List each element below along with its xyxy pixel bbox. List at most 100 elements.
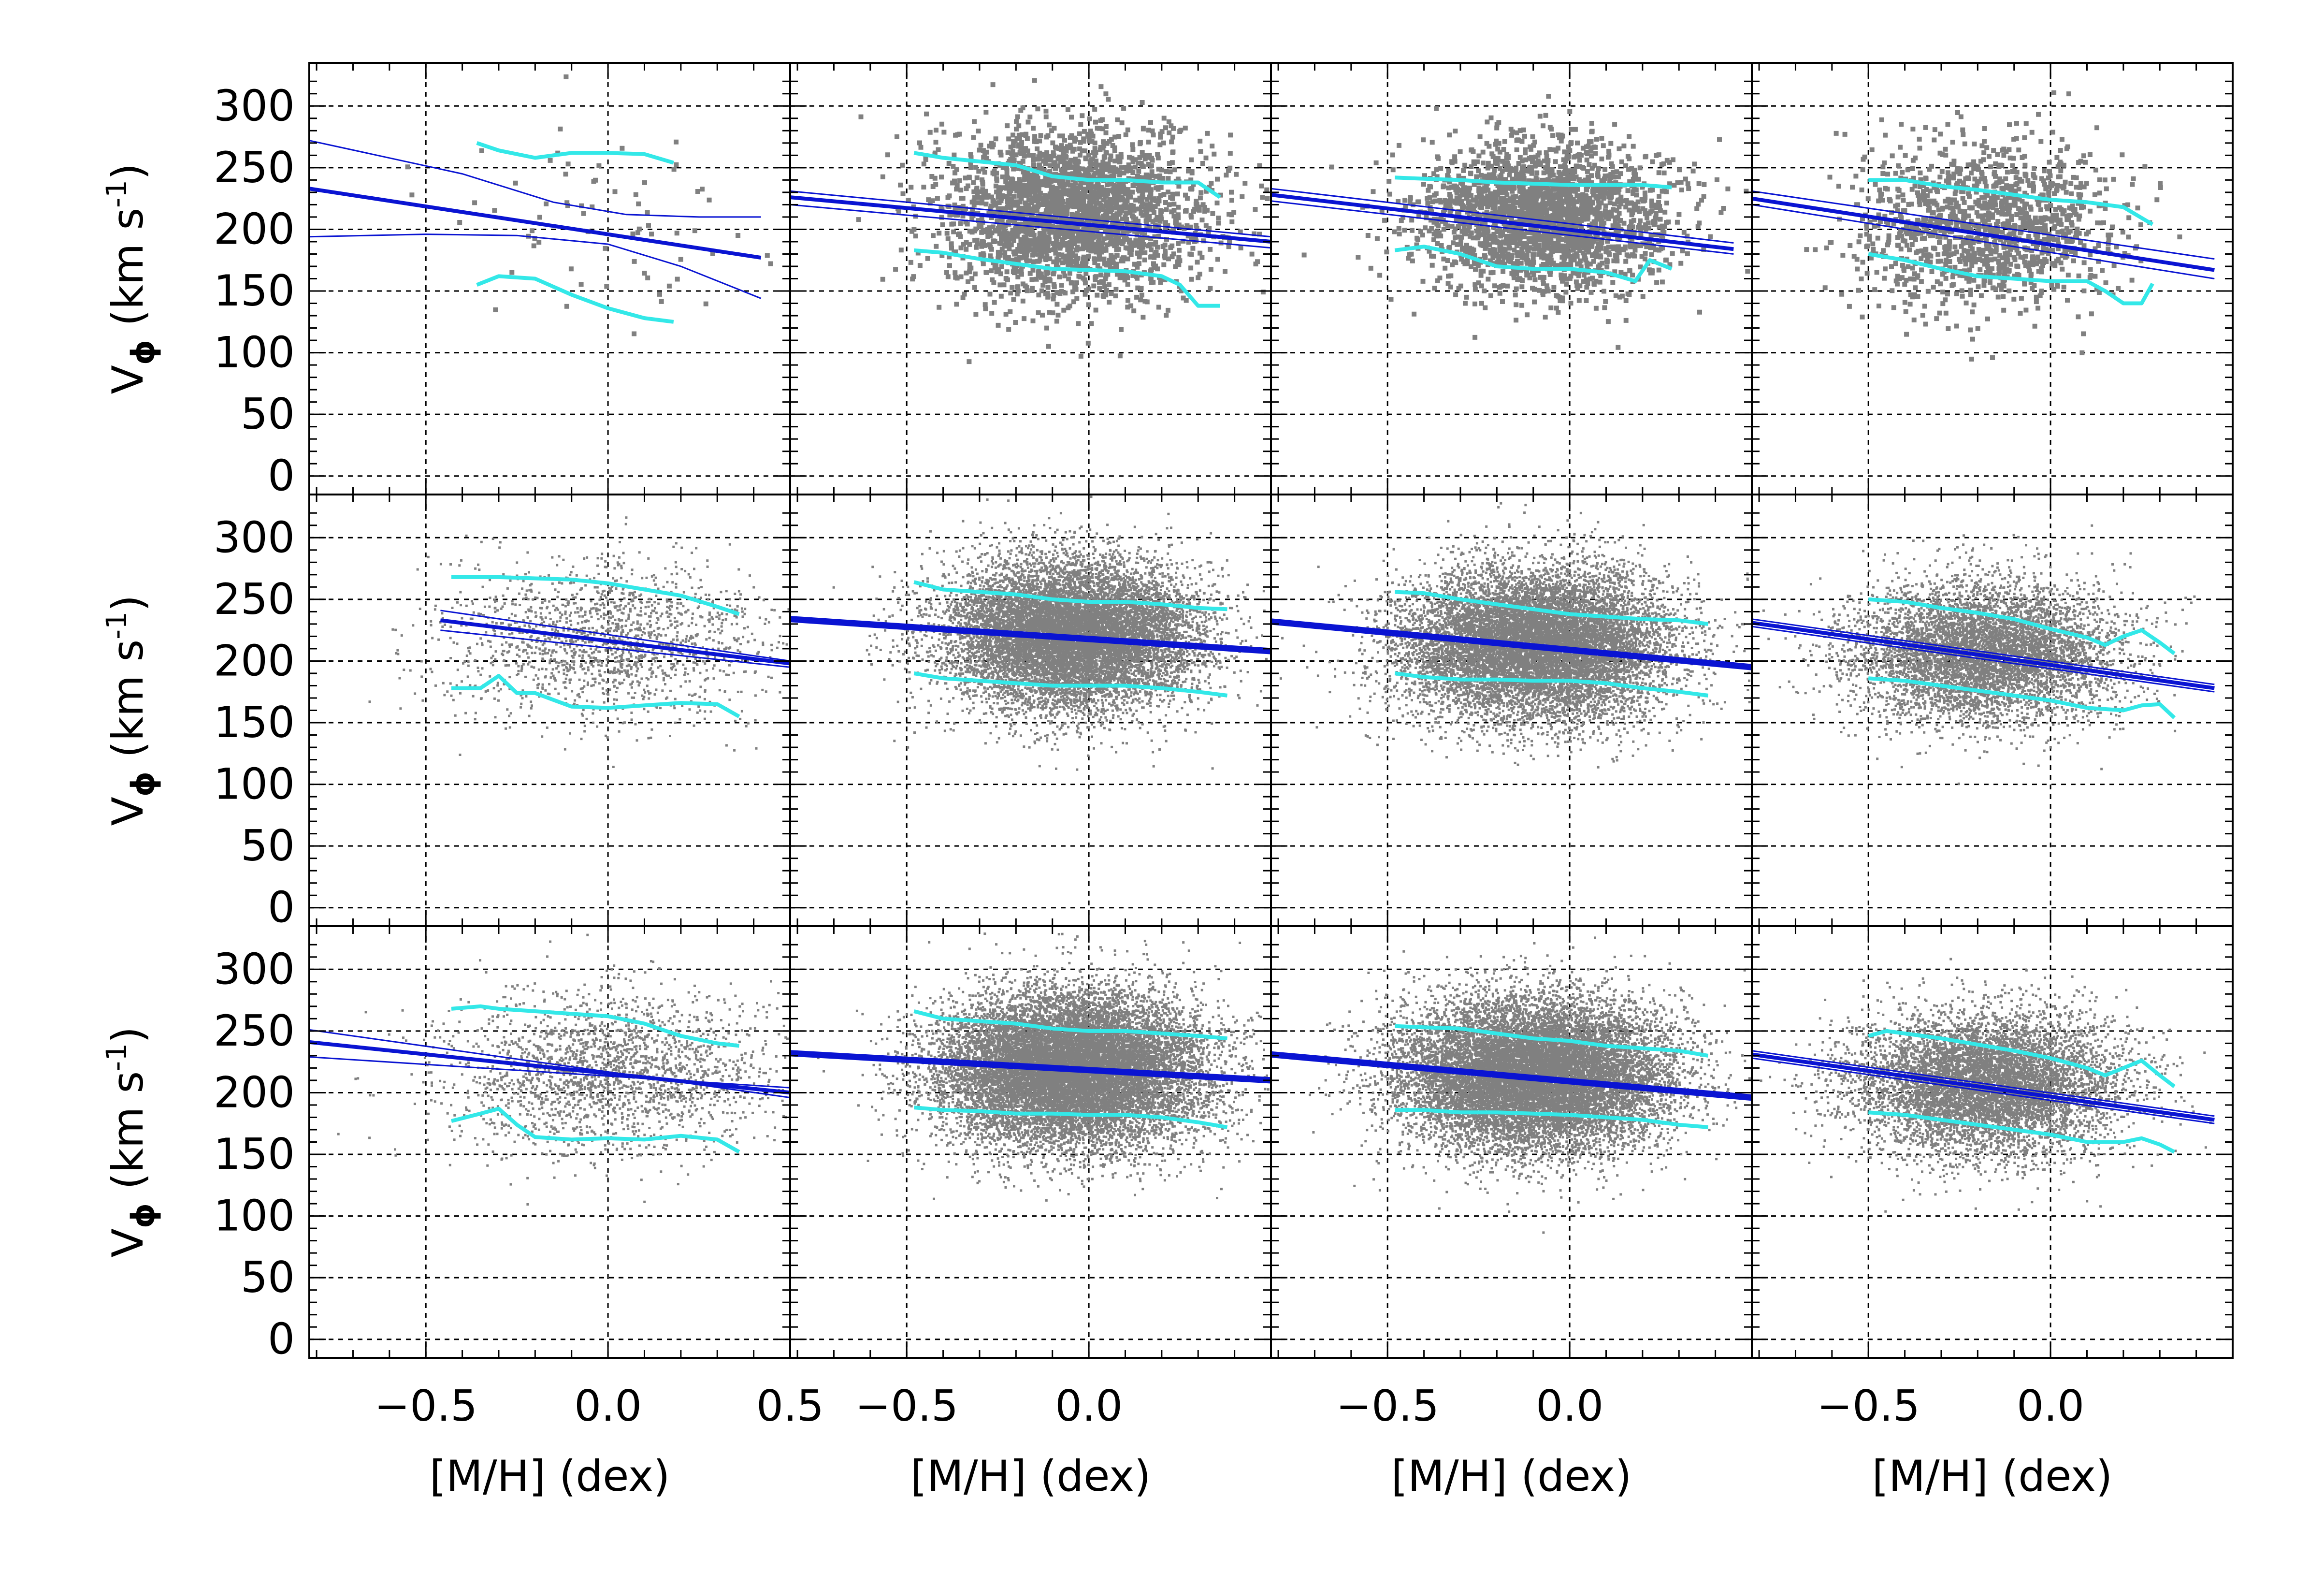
percentile-low-line (1868, 676, 2176, 719)
y-tick-label: 150 (214, 1129, 295, 1179)
percentile-high-line (476, 141, 674, 165)
panel-r2-c2 (1270, 925, 1753, 1359)
percentile-low-line (913, 671, 1228, 698)
panel-grid (1752, 926, 2233, 1358)
percentile-high-line (1868, 597, 2176, 655)
y-tick-label: 200 (214, 204, 295, 254)
y-tick-label: 300 (214, 944, 295, 994)
percentile-high-line (1395, 175, 1672, 189)
percentile-high-line (913, 1009, 1227, 1041)
x-axis-label: [M/H] (dex) (1872, 1451, 2113, 1501)
panel-ticks (309, 63, 791, 495)
panel-grid (790, 926, 1271, 1358)
fit-band-upper-line (1752, 1050, 2215, 1117)
percentile-low-line (1868, 252, 2154, 306)
y-tick-label: 250 (214, 574, 295, 624)
panel-r2-c3 (1751, 925, 2234, 1359)
y-tick-label: 300 (214, 81, 295, 131)
fit-line (1752, 1052, 2215, 1122)
y-axis-label: Vϕ (km s-1) (100, 163, 162, 394)
fit-band-lower-line (1752, 1057, 2215, 1124)
percentile-high-line (1868, 178, 2154, 226)
y-tick-label: 0 (268, 883, 295, 932)
y-tick-label: 0 (268, 1314, 295, 1364)
y-tick-label: 150 (214, 266, 295, 316)
x-axis-label: [M/H] (dex) (1391, 1451, 1632, 1501)
panel-ticks (1752, 63, 2234, 495)
fit-band-upper-line (309, 140, 761, 218)
fit-band-upper-line (790, 190, 1271, 238)
fit-band-lower-line (1752, 626, 2215, 693)
panel-r0-c3 (1751, 62, 2234, 495)
scatter-points (1760, 958, 2212, 1213)
y-tick-label: 200 (214, 636, 295, 685)
fit-band-upper-line (1271, 1051, 1752, 1096)
y-tick-label: 100 (214, 759, 295, 809)
panel-r0-c2 (1270, 62, 1753, 495)
percentile-high-line (451, 575, 740, 616)
x-tick-label: 0.5 (756, 1381, 824, 1431)
scatter-points (1804, 90, 2182, 362)
percentile-high-line (451, 1004, 739, 1048)
percentile-low-line (913, 248, 1220, 308)
fit-band-lower-line (440, 629, 790, 668)
fit-band-lower-line (1271, 623, 1752, 670)
percentile-high-line (1868, 1029, 2176, 1088)
y-tick-label: 300 (214, 512, 295, 562)
panel-grid (309, 926, 790, 1358)
panel-r0-c0 (308, 62, 791, 495)
fit-line (309, 187, 762, 260)
fit-line (440, 618, 790, 666)
scatter-points (1279, 502, 1751, 769)
y-tick-label: 0 (268, 451, 295, 501)
x-tick-label: 0.0 (1055, 1381, 1123, 1431)
percentile-low-line (451, 674, 740, 718)
fit-line (1271, 193, 1734, 251)
panel-grid (309, 63, 790, 495)
fit-band-lower-line (309, 233, 762, 299)
fit-band-lower-line (1271, 200, 1734, 255)
x-tick-label: −0.5 (1336, 1381, 1439, 1431)
fit-band-lower-line (790, 204, 1271, 249)
fit-band-upper-line (1271, 188, 1734, 244)
percentile-low-line (1394, 245, 1673, 283)
fit-band-upper-line (1271, 618, 1752, 666)
y-tick-label: 100 (214, 1191, 295, 1241)
scatter-points (1301, 94, 1750, 350)
panel-ticks (1271, 495, 1753, 926)
y-tick-label: 250 (214, 1006, 295, 1056)
x-tick-label: −0.5 (1817, 1381, 1920, 1431)
percentile-low-line (1395, 1108, 1708, 1129)
fit-line (790, 195, 1271, 244)
percentile-low-line (451, 1106, 740, 1154)
fit-band-upper-line (440, 610, 790, 662)
y-tick-label: 50 (241, 821, 295, 871)
fit-line (309, 1040, 790, 1095)
panel-ticks (1752, 926, 2234, 1358)
percentile-low-line (913, 1106, 1228, 1129)
panel-ticks (309, 495, 791, 926)
y-axis-label: Vϕ (km s-1) (100, 595, 162, 826)
y-tick-label: 150 (214, 698, 295, 747)
y-tick-label: 250 (214, 143, 295, 192)
percentile-high-line (913, 151, 1221, 199)
scatter-points (1301, 936, 1752, 1234)
percentile-high-line (1395, 1024, 1709, 1058)
y-tick-label: 100 (214, 328, 295, 378)
percentile-high-line (1395, 590, 1709, 626)
fit-line (1752, 196, 2215, 272)
panel-ticks (790, 495, 1272, 926)
x-tick-label: 0.0 (574, 1381, 642, 1431)
panel-ticks (1271, 63, 1753, 495)
percentile-low-line (476, 274, 674, 324)
fit-band-lower-line (1271, 1056, 1752, 1101)
panels-layer (308, 62, 2234, 1359)
fit-line (1752, 621, 2215, 690)
x-tick-label: −0.5 (855, 1381, 958, 1431)
panel-ticks (790, 63, 1272, 495)
scatter-points (832, 495, 1271, 771)
x-axis-label: [M/H] (dex) (910, 1451, 1151, 1501)
panel-r2-c1 (789, 925, 1272, 1359)
fit-band-lower-line (790, 1055, 1271, 1084)
